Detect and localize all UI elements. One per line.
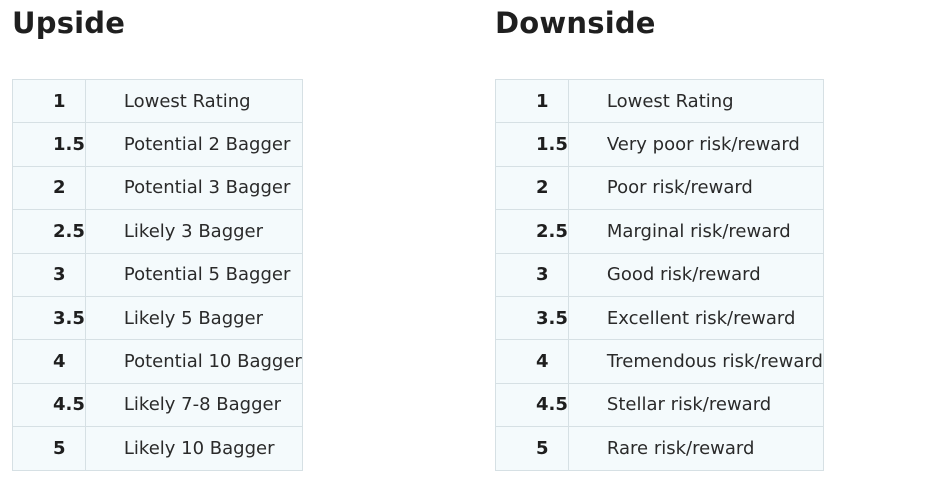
rating-score: 4 (12, 339, 86, 384)
rating-score: 3 (495, 252, 569, 297)
table-row: 4.5 Stellar risk/reward (495, 382, 824, 428)
rating-description: Lowest Rating (84, 78, 303, 124)
table-row: 5 Rare risk/reward (495, 426, 824, 471)
table-row: 3 Potential 5 Bagger (12, 252, 303, 297)
rating-description: Good risk/reward (567, 252, 824, 297)
rating-description: Likely 3 Bagger (84, 209, 303, 254)
rating-score: 1 (495, 78, 569, 124)
rating-score: 1 (12, 78, 86, 124)
rating-description: Potential 2 Bagger (84, 122, 303, 167)
rating-description: Poor risk/reward (567, 165, 824, 211)
rating-description: Potential 5 Bagger (84, 252, 303, 297)
rating-description: Very poor risk/reward (567, 122, 824, 167)
rating-score: 2 (12, 165, 86, 211)
rating-description: Marginal risk/reward (567, 209, 824, 254)
rating-score: 1.5 (495, 122, 569, 167)
table-row: 1 Lowest Rating (12, 78, 303, 124)
rating-score: 2.5 (495, 209, 569, 254)
upside-rating-table: 1 Lowest Rating 1.5 Potential 2 Bagger 2… (12, 78, 303, 471)
rating-description: Tremendous risk/reward (567, 339, 824, 384)
rating-score: 3 (12, 252, 86, 297)
rating-score: 2.5 (12, 209, 86, 254)
rating-score: 4 (495, 339, 569, 384)
rating-score: 5 (495, 426, 569, 471)
table-row: 2.5 Likely 3 Bagger (12, 209, 303, 254)
rating-description: Potential 3 Bagger (84, 165, 303, 211)
rating-description: Likely 7-8 Bagger (84, 382, 303, 428)
downside-title: Downside (495, 6, 656, 40)
rating-description: Potential 10 Bagger (84, 339, 303, 384)
upside-title: Upside (12, 6, 126, 40)
rating-description: Excellent risk/reward (567, 295, 824, 341)
table-row: 1 Lowest Rating (495, 78, 824, 124)
table-row: 2 Potential 3 Bagger (12, 165, 303, 211)
rating-score: 3.5 (495, 295, 569, 341)
table-row: 4.5 Likely 7-8 Bagger (12, 382, 303, 428)
rating-score: 3.5 (12, 295, 86, 341)
table-row: 1.5 Very poor risk/reward (495, 122, 824, 167)
rating-score: 4.5 (495, 382, 569, 428)
table-row: 2.5 Marginal risk/reward (495, 209, 824, 254)
table-row: 3.5 Likely 5 Bagger (12, 295, 303, 341)
table-row: 4 Tremendous risk/reward (495, 339, 824, 384)
rating-score: 4.5 (12, 382, 86, 428)
rating-description: Rare risk/reward (567, 426, 824, 471)
table-row: 1.5 Potential 2 Bagger (12, 122, 303, 167)
rating-description: Lowest Rating (567, 78, 824, 124)
table-row: 2 Poor risk/reward (495, 165, 824, 211)
table-row: 5 Likely 10 Bagger (12, 426, 303, 471)
table-row: 3 Good risk/reward (495, 252, 824, 297)
downside-rating-table: 1 Lowest Rating 1.5 Very poor risk/rewar… (495, 78, 824, 471)
rating-score: 2 (495, 165, 569, 211)
rating-description: Stellar risk/reward (567, 382, 824, 428)
rating-description: Likely 10 Bagger (84, 426, 303, 471)
rating-description: Likely 5 Bagger (84, 295, 303, 341)
table-row: 4 Potential 10 Bagger (12, 339, 303, 384)
table-row: 3.5 Excellent risk/reward (495, 295, 824, 341)
rating-score: 1.5 (12, 122, 86, 167)
rating-score: 5 (12, 426, 86, 471)
